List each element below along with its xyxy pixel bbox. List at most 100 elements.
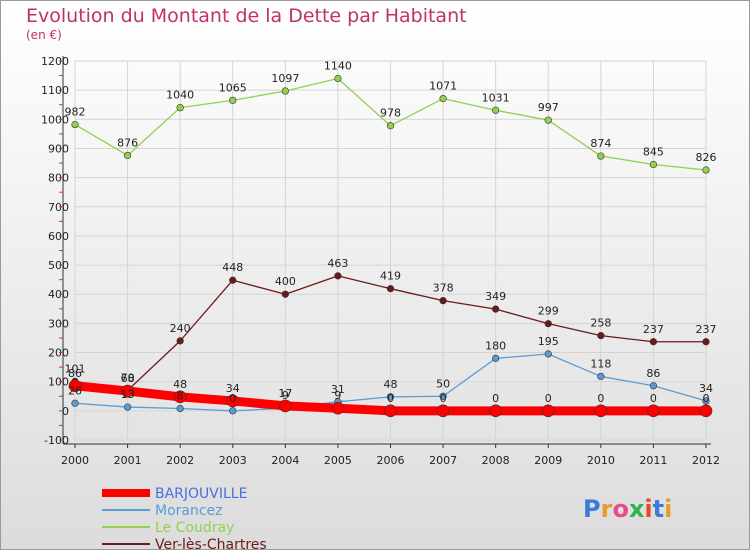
data-point <box>702 397 710 405</box>
data-label: 0 <box>703 392 710 405</box>
data-point <box>544 116 552 124</box>
data-label: 237 <box>696 323 717 336</box>
data-point <box>229 407 237 415</box>
x-tick-label: 2006 <box>377 454 405 467</box>
data-label: 48 <box>384 378 398 391</box>
data-label: 982 <box>65 106 86 119</box>
data-point <box>492 354 500 362</box>
data-label: 845 <box>643 145 664 158</box>
data-label: 86 <box>646 367 660 380</box>
data-label: 0 <box>650 392 657 405</box>
y-tick-label: 500 <box>48 259 69 272</box>
legend-label: BARJOUVILLE <box>155 486 247 502</box>
data-point <box>386 393 395 401</box>
data-point <box>439 297 447 305</box>
data-label: 68 <box>121 372 135 385</box>
data-label: 48 <box>173 378 187 391</box>
data-point <box>386 122 395 130</box>
y-tick-label: 200 <box>48 347 69 360</box>
data-point <box>68 379 82 393</box>
data-point <box>229 276 237 284</box>
y-tick-label: 400 <box>48 288 69 301</box>
legend-label: Le Coudray <box>155 520 234 536</box>
grid <box>74 60 707 441</box>
data-point <box>647 404 660 418</box>
data-point <box>123 403 132 411</box>
y-tick-label: 0 <box>62 405 69 418</box>
data-label: 50 <box>436 377 450 390</box>
data-label: 419 <box>380 270 401 283</box>
x-tick-label: 2009 <box>534 454 562 467</box>
data-label: 17 <box>278 387 292 400</box>
data-label: 876 <box>117 136 138 149</box>
data-label: 0 <box>387 392 394 405</box>
y-tick-label: 600 <box>48 230 69 243</box>
logo-letter: x <box>629 495 645 523</box>
data-point <box>173 390 187 404</box>
data-label: 237 <box>643 323 664 336</box>
data-point <box>71 120 79 129</box>
data-point <box>176 337 184 345</box>
data-point <box>436 404 450 418</box>
data-label: 1140 <box>324 59 352 72</box>
data-label: 258 <box>590 317 611 330</box>
data-point <box>121 384 134 398</box>
data-point <box>386 285 395 293</box>
data-label: 0 <box>440 392 447 405</box>
y-tick-label: 700 <box>48 201 69 214</box>
data-label: 448 <box>222 261 243 274</box>
x-tick-label: 2011 <box>639 454 667 467</box>
x-tick-label: 2012 <box>692 454 720 467</box>
x-tick-label: 2007 <box>429 454 457 467</box>
data-label: 86 <box>68 367 82 380</box>
data-label: 1065 <box>219 81 247 94</box>
y-tick-label: 900 <box>48 142 69 155</box>
data-label: 101 <box>65 362 86 375</box>
data-label: 195 <box>538 335 559 348</box>
data-point <box>229 96 237 104</box>
series <box>68 74 713 418</box>
x-tick-label: 2003 <box>219 454 247 467</box>
data-point <box>123 151 132 160</box>
data-label: 1031 <box>482 91 510 104</box>
logo-text: Proxiti <box>583 495 672 523</box>
y-tick-label: 1200 <box>41 55 69 68</box>
data-point <box>281 290 289 298</box>
y-tick-label: 300 <box>48 317 69 330</box>
data-point <box>544 320 552 328</box>
data-label: 1071 <box>429 80 457 93</box>
data-label: 13 <box>121 388 135 401</box>
x-tick-label: 2004 <box>271 454 299 467</box>
x-tick-label: 2001 <box>114 454 142 467</box>
data-point <box>649 382 658 390</box>
y-tick-label: 1000 <box>41 113 69 126</box>
logo-letter: r <box>601 495 613 523</box>
data-label: 1097 <box>271 72 299 85</box>
data-point <box>544 350 552 358</box>
data-label: 9 <box>334 389 341 402</box>
y-tick-label: -100 <box>44 434 69 447</box>
data-point <box>699 404 713 418</box>
legend-label: Ver-lès-Chartres <box>155 537 267 550</box>
y-tick-label: 800 <box>48 172 69 185</box>
data-point <box>384 404 397 418</box>
axes: -100010020030040050060070080090010001100… <box>41 55 720 467</box>
data-label: 0 <box>492 392 499 405</box>
data-label: 826 <box>696 151 717 164</box>
proxiti-logo: Proxiti <box>583 495 672 523</box>
data-label: 31 <box>331 383 345 396</box>
data-label: 463 <box>327 257 348 270</box>
data-point <box>597 332 605 340</box>
data-point <box>334 74 342 83</box>
logo-letter: o <box>612 495 629 523</box>
data-point <box>649 160 658 169</box>
data-point <box>334 272 342 280</box>
data-point <box>541 404 555 418</box>
data-label: 180 <box>485 339 506 352</box>
data-label: 978 <box>380 107 401 120</box>
logo-letter: P <box>583 495 601 523</box>
